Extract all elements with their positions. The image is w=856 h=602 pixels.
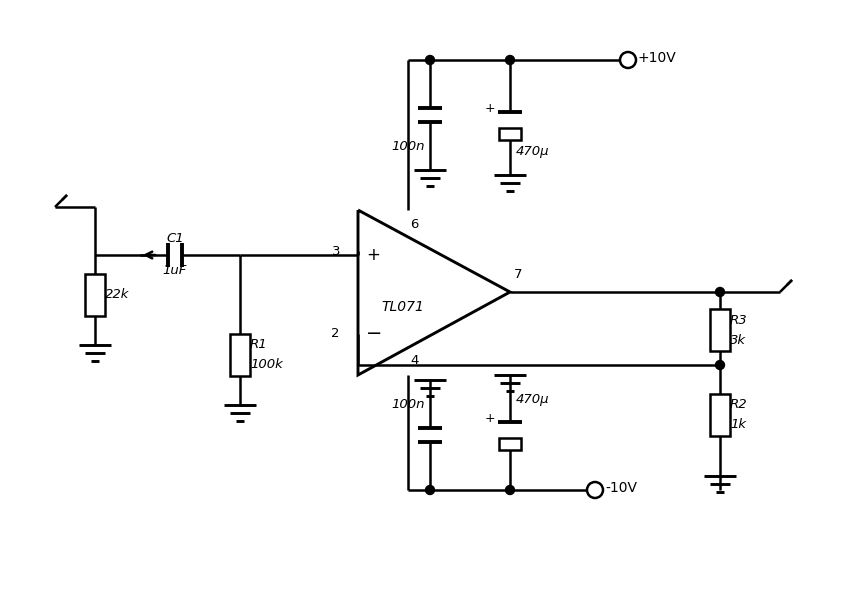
Bar bbox=[230, 334, 250, 376]
Text: 6: 6 bbox=[410, 217, 419, 231]
Text: 7: 7 bbox=[514, 267, 522, 281]
Text: 4: 4 bbox=[410, 355, 419, 367]
Text: +: + bbox=[484, 412, 496, 424]
Text: 3: 3 bbox=[331, 245, 340, 258]
Circle shape bbox=[506, 55, 514, 64]
Circle shape bbox=[587, 482, 603, 498]
Circle shape bbox=[716, 288, 724, 297]
Text: R1: R1 bbox=[250, 338, 268, 352]
Text: 470μ: 470μ bbox=[516, 394, 550, 406]
Text: +: + bbox=[366, 246, 380, 264]
Text: 100k: 100k bbox=[250, 359, 282, 371]
Circle shape bbox=[620, 52, 636, 68]
Text: +10V: +10V bbox=[638, 51, 677, 65]
Text: R3: R3 bbox=[730, 314, 747, 326]
Text: 1k: 1k bbox=[730, 418, 746, 432]
Text: 1uF: 1uF bbox=[163, 264, 187, 278]
Text: C1: C1 bbox=[166, 232, 184, 246]
Circle shape bbox=[425, 55, 435, 64]
Text: +: + bbox=[484, 102, 496, 114]
Text: R2: R2 bbox=[730, 399, 747, 412]
Bar bbox=[710, 309, 730, 351]
Circle shape bbox=[506, 485, 514, 494]
Bar bbox=[85, 274, 105, 316]
Text: 3k: 3k bbox=[730, 334, 746, 347]
Bar bbox=[710, 394, 730, 436]
Text: TL071: TL071 bbox=[382, 300, 425, 314]
Text: 100n: 100n bbox=[391, 399, 425, 412]
Text: 470μ: 470μ bbox=[516, 146, 550, 158]
Bar bbox=[499, 128, 521, 140]
Circle shape bbox=[425, 485, 435, 494]
Bar bbox=[499, 438, 521, 450]
Text: 2: 2 bbox=[331, 327, 340, 340]
Text: 22k: 22k bbox=[105, 288, 129, 302]
Text: −: − bbox=[366, 324, 383, 343]
Text: -10V: -10V bbox=[605, 481, 637, 495]
Circle shape bbox=[716, 361, 724, 370]
Text: 100n: 100n bbox=[391, 140, 425, 154]
